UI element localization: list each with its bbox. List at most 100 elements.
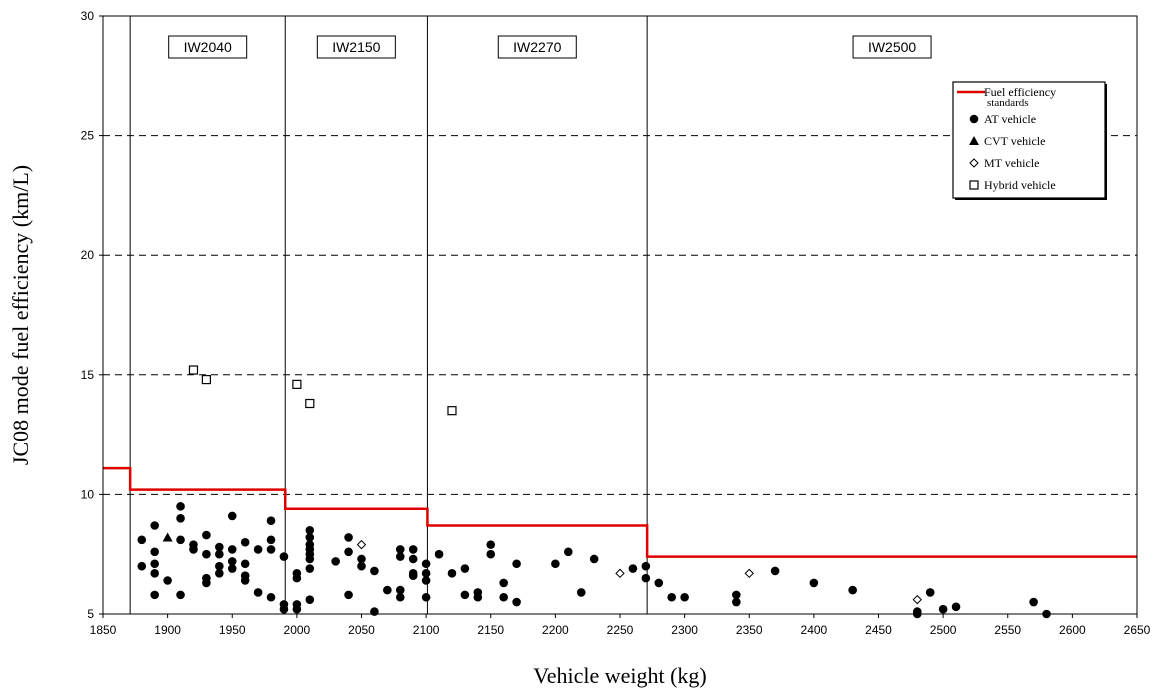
at-vehicle-point bbox=[163, 576, 172, 585]
at-vehicle-point bbox=[150, 547, 159, 557]
at-vehicle-point bbox=[202, 578, 211, 588]
y-tick-label: 5 bbox=[87, 607, 94, 621]
at-vehicle-point bbox=[395, 545, 405, 554]
y-tick-label: 25 bbox=[81, 129, 95, 143]
at-vehicle-point bbox=[732, 597, 741, 607]
x-tick-label: 2550 bbox=[994, 623, 1021, 637]
at-vehicle-point bbox=[473, 592, 483, 602]
x-tick-label: 2250 bbox=[607, 623, 634, 637]
at-vehicle-point bbox=[421, 569, 431, 578]
cvt-vehicle-point bbox=[162, 532, 173, 542]
at-vehicle-point bbox=[512, 559, 521, 569]
at-vehicle-point bbox=[189, 545, 198, 554]
at-vehicle-point bbox=[176, 590, 185, 600]
at-vehicle-point bbox=[589, 554, 599, 564]
at-vehicle-point bbox=[215, 549, 224, 559]
at-vehicle-point bbox=[240, 559, 250, 569]
weight-class-label: IW2150 bbox=[332, 39, 380, 55]
legend-square-swatch bbox=[969, 180, 979, 190]
at-vehicle-point bbox=[421, 576, 431, 585]
legend-label: Hybrid vehicle bbox=[984, 178, 1056, 192]
at-vehicle-point bbox=[408, 545, 418, 554]
at-vehicle-point bbox=[305, 564, 315, 573]
at-vehicle-point bbox=[137, 535, 147, 545]
x-tick-label: 2100 bbox=[413, 623, 440, 637]
x-tick-label: 2600 bbox=[1059, 623, 1086, 637]
at-vehicle-point bbox=[564, 547, 573, 557]
legend-label: standards bbox=[987, 97, 1029, 109]
at-vehicle-point bbox=[266, 592, 276, 602]
y-tick-label: 10 bbox=[81, 487, 95, 501]
at-vehicle-point bbox=[331, 557, 340, 566]
x-axis-title: Vehicle weight (kg) bbox=[533, 663, 707, 688]
at-vehicle-point bbox=[408, 571, 418, 581]
standards-line bbox=[103, 466, 1137, 558]
at-vehicle-point bbox=[383, 585, 392, 595]
at-vehicle-point bbox=[499, 592, 508, 602]
legend-label: CVT vehicle bbox=[984, 134, 1045, 148]
legend-circle-swatch bbox=[969, 114, 979, 124]
x-tick-label: 1900 bbox=[154, 623, 181, 637]
weight-class-label: IW2040 bbox=[184, 39, 232, 55]
at-vehicle-point bbox=[408, 554, 418, 564]
x-tick-label: 2150 bbox=[477, 623, 504, 637]
x-tick-label: 2650 bbox=[1124, 623, 1151, 637]
x-tick-label: 2000 bbox=[284, 623, 311, 637]
at-vehicle-point bbox=[551, 559, 560, 569]
x-tick-label: 2200 bbox=[542, 623, 569, 637]
at-vehicle-point bbox=[370, 566, 379, 576]
at-vehicle-point bbox=[499, 578, 508, 588]
y-tick-label: 30 bbox=[81, 9, 95, 23]
x-tick-label: 2400 bbox=[801, 623, 828, 637]
weight-class-label-box bbox=[316, 35, 396, 59]
legend-diamond-swatch bbox=[969, 158, 979, 168]
weight-class-label-box bbox=[852, 35, 932, 59]
at-vehicle-point bbox=[357, 554, 366, 564]
at-vehicle-point bbox=[809, 578, 819, 588]
mt-vehicle-point bbox=[744, 568, 754, 579]
at-vehicle-point bbox=[395, 552, 405, 561]
at-vehicle-point bbox=[667, 592, 676, 602]
at-vehicle-point bbox=[447, 569, 457, 578]
at-vehicle-point bbox=[357, 561, 366, 571]
hybrid-vehicle-point bbox=[292, 379, 302, 389]
at-vehicle-point bbox=[215, 542, 224, 552]
at-vehicle-point bbox=[215, 561, 224, 571]
hybrid-vehicle-point bbox=[305, 398, 315, 409]
at-vehicle-point bbox=[279, 552, 289, 561]
weight-class-label: IW2270 bbox=[513, 39, 561, 55]
x-tick-label: 1950 bbox=[219, 623, 246, 637]
hybrid-vehicle-point bbox=[188, 365, 199, 375]
at-vehicle-point bbox=[576, 588, 586, 597]
at-vehicle-point bbox=[227, 511, 237, 521]
at-vehicle-point bbox=[150, 559, 159, 569]
at-vehicle-point bbox=[305, 525, 315, 535]
at-vehicle-point bbox=[434, 549, 444, 559]
at-vehicle-point bbox=[654, 578, 664, 588]
mt-vehicle-point bbox=[356, 539, 367, 550]
at-vehicle-point bbox=[266, 516, 276, 526]
weight-class-label: IW2500 bbox=[868, 39, 916, 55]
at-vehicle-point bbox=[215, 569, 224, 578]
legend-label: Fuel efficiency bbox=[984, 85, 1056, 99]
at-vehicle-point bbox=[770, 566, 780, 576]
axis-ticks: 1850 1900 1950 2000 2050 2100 2150 2200 2250 2300… bbox=[81, 9, 1151, 637]
at-vehicle-point bbox=[460, 590, 470, 600]
at-vehicle-point bbox=[395, 585, 405, 595]
mt-vehicle-point bbox=[615, 568, 625, 579]
data-points bbox=[137, 365, 1051, 619]
y-axis-title: JC08 mode fuel efficiency (km/L) bbox=[8, 165, 33, 465]
at-vehicle-point bbox=[266, 545, 276, 554]
at-vehicle-point bbox=[202, 530, 211, 540]
at-vehicle-point bbox=[732, 590, 741, 600]
at-vehicle-point bbox=[305, 533, 315, 542]
legend-triangle-swatch bbox=[969, 136, 979, 145]
at-vehicle-point bbox=[951, 602, 961, 612]
at-vehicle-point bbox=[925, 588, 935, 597]
legend-label: MT vehicle bbox=[984, 156, 1039, 170]
at-vehicle-point bbox=[253, 545, 263, 554]
at-vehicle-point bbox=[641, 561, 651, 571]
at-vehicle-point bbox=[292, 604, 302, 614]
